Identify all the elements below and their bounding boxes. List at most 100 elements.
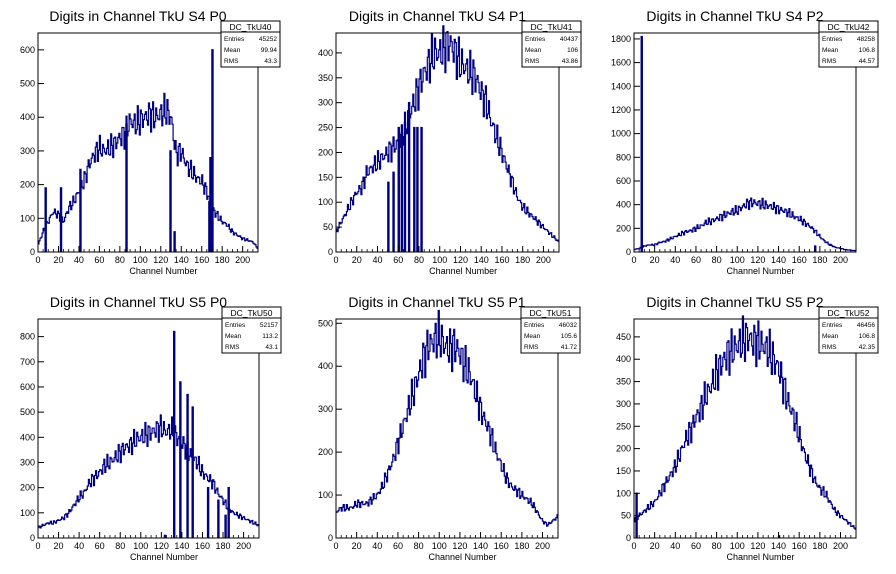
y-tick-label: 0 bbox=[30, 247, 35, 257]
x-tick-label: 120 bbox=[453, 255, 468, 265]
stats-box bbox=[818, 20, 879, 68]
y-tick-label: 250 bbox=[616, 421, 631, 431]
x-tick-label: 0 bbox=[333, 541, 338, 551]
x-tick-label: 60 bbox=[691, 541, 701, 551]
plot-title: Digits in Channel TkU S5 P0 bbox=[50, 294, 227, 310]
stats-label: RMS bbox=[822, 344, 837, 351]
histogram-spike bbox=[79, 168, 82, 252]
histogram-line bbox=[336, 25, 559, 242]
x-tick-label: 60 bbox=[393, 541, 403, 551]
stats-label: Entries bbox=[822, 322, 843, 329]
stats-label: Mean bbox=[822, 333, 839, 340]
stats-mean: 105.6 bbox=[561, 333, 578, 340]
y-tick-label: 200 bbox=[616, 444, 631, 454]
plot-title: Digits in Channel TkU S5 P1 bbox=[348, 294, 525, 310]
stats-rms: 44.57 bbox=[859, 58, 876, 65]
y-tick-label: 150 bbox=[616, 466, 631, 476]
x-tick-label: 160 bbox=[494, 541, 509, 551]
plot-frame bbox=[37, 32, 259, 253]
stats-entries: 52157 bbox=[260, 322, 278, 329]
x-tick-label: 20 bbox=[650, 255, 660, 265]
histogram-line bbox=[38, 414, 259, 529]
x-axis-label: Channel Number bbox=[429, 266, 497, 276]
stats-entries: 48258 bbox=[857, 36, 875, 43]
x-tick-label: 40 bbox=[74, 255, 84, 265]
x-tick-label: 180 bbox=[215, 255, 230, 265]
stats-label: Mean bbox=[224, 47, 241, 54]
y-tick-label: 200 bbox=[20, 483, 35, 493]
stats-name: DC_TkU40 bbox=[229, 22, 271, 32]
stats-mean: 106 bbox=[567, 47, 578, 54]
y-tick-label: 500 bbox=[20, 407, 35, 417]
stats-label: Entries bbox=[524, 322, 545, 329]
x-tick-label: 180 bbox=[812, 541, 827, 551]
histogram-spike bbox=[413, 126, 416, 252]
x-tick-label: 100 bbox=[133, 541, 148, 551]
y-tick-label: 400 bbox=[318, 361, 333, 371]
plot-frame bbox=[335, 318, 559, 539]
x-tick-label: 80 bbox=[712, 255, 722, 265]
stats-box bbox=[521, 20, 582, 68]
x-tick-label: 80 bbox=[414, 541, 424, 551]
x-tick-label: 120 bbox=[750, 255, 765, 265]
y-tick-label: 700 bbox=[20, 357, 35, 367]
y-tick-label: 100 bbox=[616, 488, 631, 498]
stats-box bbox=[220, 20, 281, 68]
x-tick-label: 40 bbox=[372, 541, 382, 551]
y-tick-label: 1200 bbox=[611, 105, 631, 115]
y-tick-label: 300 bbox=[318, 98, 333, 108]
x-tick-label: 100 bbox=[730, 541, 745, 551]
x-tick-label: 80 bbox=[414, 255, 424, 265]
y-tick-label: 600 bbox=[20, 382, 35, 392]
histogram-panel: Digits in Channel TkU S5 P1 0 20 40 60 80 100 1… bbox=[318, 294, 581, 562]
y-tick-label: 400 bbox=[616, 354, 631, 364]
stats-label: RMS bbox=[225, 344, 240, 351]
x-tick-label: 140 bbox=[473, 541, 488, 551]
y-tick-label: 0 bbox=[626, 247, 631, 257]
stats-mean: 106.8 bbox=[859, 47, 876, 54]
histogram-spike bbox=[224, 514, 227, 538]
y-tick-label: 50 bbox=[323, 222, 333, 232]
x-tick-label: 200 bbox=[236, 541, 251, 551]
plot-frame bbox=[335, 32, 560, 253]
histogram-spike bbox=[191, 406, 194, 538]
stats-label: Entries bbox=[525, 36, 546, 43]
x-tick-label: 0 bbox=[35, 541, 40, 551]
y-tick-label: 800 bbox=[20, 332, 35, 342]
x-tick-label: 20 bbox=[53, 255, 63, 265]
stats-entries: 40437 bbox=[560, 36, 578, 43]
x-tick-label: 60 bbox=[95, 541, 105, 551]
plot-title: Digits in Channel TkU S4 P0 bbox=[49, 8, 226, 24]
y-tick-label: 100 bbox=[20, 508, 35, 518]
x-tick-label: 140 bbox=[771, 541, 786, 551]
histogram-line bbox=[38, 92, 258, 249]
plot-frame bbox=[633, 32, 857, 253]
histogram-spike bbox=[44, 187, 47, 252]
x-tick-label: 60 bbox=[691, 255, 701, 265]
x-tick-label: 120 bbox=[153, 255, 168, 265]
x-tick-label: 60 bbox=[94, 255, 104, 265]
stats-label: Mean bbox=[524, 333, 541, 340]
x-tick-label: 120 bbox=[750, 541, 765, 551]
y-tick-label: 50 bbox=[621, 511, 631, 521]
x-axis-label: Channel Number bbox=[429, 552, 497, 562]
stats-mean: 99.94 bbox=[261, 47, 278, 54]
y-tick-label: 200 bbox=[318, 147, 333, 157]
y-tick-label: 800 bbox=[616, 152, 631, 162]
x-tick-label: 0 bbox=[333, 255, 338, 265]
x-tick-label: 0 bbox=[631, 255, 636, 265]
x-axis-label: Channel Number bbox=[727, 552, 795, 562]
histogram-spike bbox=[163, 534, 167, 538]
y-tick-label: 500 bbox=[20, 79, 35, 89]
stats-label: RMS bbox=[525, 58, 540, 65]
x-tick-label: 40 bbox=[670, 541, 680, 551]
histogram-line bbox=[336, 309, 558, 527]
x-tick-label: 80 bbox=[115, 255, 125, 265]
plot-frame bbox=[37, 318, 260, 539]
stats-label: Entries bbox=[822, 36, 843, 43]
x-tick-label: 80 bbox=[115, 541, 125, 551]
x-tick-label: 60 bbox=[393, 255, 403, 265]
x-tick-label: 100 bbox=[432, 255, 447, 265]
histogram-spike bbox=[640, 35, 643, 252]
